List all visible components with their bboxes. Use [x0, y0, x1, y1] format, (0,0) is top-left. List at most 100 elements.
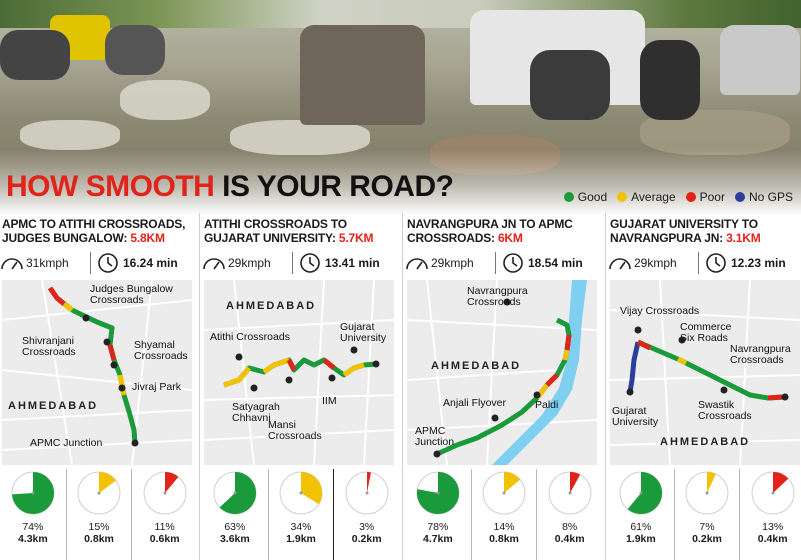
pie-good: 63% 3.6km: [202, 469, 268, 560]
legend-average: Average: [617, 190, 676, 204]
pie-chart-good: [619, 471, 663, 515]
legend-poor: Poor: [685, 190, 725, 204]
time-value: 16.24 min: [123, 256, 178, 270]
route-map-graphic: [2, 280, 192, 465]
time-stat: 12.23 min: [698, 252, 786, 274]
map-label-apmc-junction: APMC Junction: [415, 425, 455, 448]
pie-average: 15% 0.8km: [65, 469, 132, 560]
route-title-text: GUJARAT UNIVERSITY TO NAVRANGPURA JN:: [610, 217, 758, 245]
route-segment-poor: [767, 394, 783, 401]
pie-chart-good: [416, 471, 460, 515]
map-label-gujarat-university: Gujarat University: [612, 405, 659, 428]
photo-motorbike: [640, 40, 700, 120]
route-distance: 5.7KM: [338, 231, 374, 245]
route-segment-poor: [564, 334, 572, 351]
pie-km: 4.3km: [17, 533, 48, 545]
pie-km: 0.8km: [489, 533, 519, 545]
map-label-jivraj-park: Jivraj Park: [132, 381, 182, 393]
pie-center: [771, 491, 775, 495]
map-city-label: AHMEDABAD: [226, 300, 317, 312]
map-label-vijay: Vijay Crossroads: [620, 305, 700, 317]
route-title-text: APMC TO ATITHI CROSSROADS, JUDGES BUNGAL…: [2, 217, 186, 245]
map-label-iim: IIM: [322, 395, 337, 407]
pie-slice: [627, 472, 662, 514]
pie-good: 74% 4.3km: [0, 469, 66, 560]
pie-center: [299, 491, 303, 495]
legend-average-label: Average: [631, 190, 676, 204]
pie-km: 1.9km: [625, 533, 656, 545]
pie-km: 0.2km: [692, 533, 722, 545]
pie-center: [365, 491, 369, 495]
pie-row: 61% 1.9km 7% 0.2km 13% 0.4km: [608, 469, 801, 560]
pie-chart-poor: [345, 471, 389, 515]
pie-pct: 11%: [154, 521, 175, 533]
route-map-graphic: [407, 280, 597, 465]
legend-nogps-dot: [734, 192, 745, 202]
photo-puddle: [230, 120, 370, 155]
photo-fade: [0, 150, 801, 215]
speed-value: 29kmph: [228, 256, 271, 270]
route-title: GUJARAT UNIVERSITY TO NAVRANGPURA JN: 3.…: [610, 217, 801, 245]
pie-slice: [300, 472, 322, 505]
speed-stat: 29kmph: [405, 255, 495, 271]
headline-rest: IS YOUR ROAD?: [214, 170, 454, 203]
speedometer-icon: [406, 258, 428, 270]
map-city-label: AHMEDABAD: [431, 360, 522, 372]
legend-good: Good: [563, 190, 608, 204]
legend-average-dot: [617, 192, 628, 202]
pie-chart-average: [77, 471, 121, 515]
pie-slice: [503, 472, 521, 493]
map-label-navrangpura: Navrangpura Crossroads: [467, 285, 528, 308]
pie-chart-good: [11, 471, 55, 515]
pie-pct: 15%: [88, 521, 110, 533]
route-title-text: NAVRANGPURA JN TO APMC CROSSROADS:: [407, 217, 573, 245]
legend-good-label: Good: [577, 190, 608, 204]
legend-nogps-label: No GPS: [748, 190, 793, 204]
route-distance: 6KM: [497, 231, 523, 245]
route-segment-average: [262, 357, 290, 375]
pie-pct: 7%: [699, 521, 715, 533]
route-title: APMC TO ATITHI CROSSROADS, JUDGES BUNGAL…: [2, 217, 194, 245]
route-title: NAVRANGPURA JN TO APMC CROSSROADS: 6KM: [407, 217, 599, 245]
route-panel-4: GUJARAT UNIVERSITY TO NAVRANGPURA JN: 3.…: [608, 213, 801, 560]
photo-puddle: [120, 80, 210, 120]
time-value: 13.41 min: [325, 256, 380, 270]
route-map: AHMEDABAD Atithi Crossroads Gujarat Univ…: [204, 280, 394, 465]
route-panel-3: NAVRANGPURA JN TO APMC CROSSROADS: 6KM 2…: [405, 213, 602, 560]
pie-slice: [772, 472, 788, 493]
pie-center: [31, 491, 35, 495]
route-segment-nogps: [627, 341, 641, 393]
speed-stat: 29kmph: [608, 255, 698, 271]
river: [492, 280, 587, 465]
route-segment-poor: [47, 286, 66, 306]
speed-value: 31kmph: [26, 256, 69, 270]
speed-stat: 29kmph: [202, 255, 292, 271]
pie-center: [705, 491, 709, 495]
photo-scooter-left: [0, 30, 70, 80]
speed-value: 29kmph: [431, 256, 474, 270]
pie-km: 0.6km: [149, 533, 180, 545]
pie-row: 74% 4.3km 15% 0.8km 11% 0.6km: [0, 469, 197, 560]
road-photo: [0, 0, 801, 215]
route-title-text: ATITHI CROSSROADS TO GUJARAT UNIVERSITY:: [204, 217, 347, 245]
route-distance: 5.8KM: [130, 231, 165, 245]
route-segment-average: [62, 302, 74, 312]
route-map: Judges Bungalow Crossroads Shivranjani C…: [2, 280, 192, 465]
pie-slice: [164, 472, 179, 493]
legend-poor-dot: [685, 192, 696, 202]
pie-km: 0.4km: [554, 533, 585, 545]
route-title: ATITHI CROSSROADS TO GUJARAT UNIVERSITY:…: [204, 217, 396, 245]
map-label-atithi: Atithi Crossroads: [210, 331, 290, 343]
pie-good: 61% 1.9km: [608, 469, 674, 560]
pie-chart-poor: [143, 471, 187, 515]
pie-km: 0.8km: [84, 533, 114, 545]
pie-pct: 14%: [493, 521, 515, 533]
pie-pct: 8%: [562, 521, 578, 533]
legend-poor-label: Poor: [699, 190, 725, 204]
pie-km: 3.6km: [219, 533, 250, 545]
map-label-gujarat-university: Gujarat University: [340, 321, 387, 344]
speedometer-icon: [609, 258, 631, 270]
route-segment-average: [562, 349, 570, 361]
speed-stat: 31kmph: [0, 255, 90, 271]
route-stats: 29kmph 18.54 min: [405, 250, 602, 276]
